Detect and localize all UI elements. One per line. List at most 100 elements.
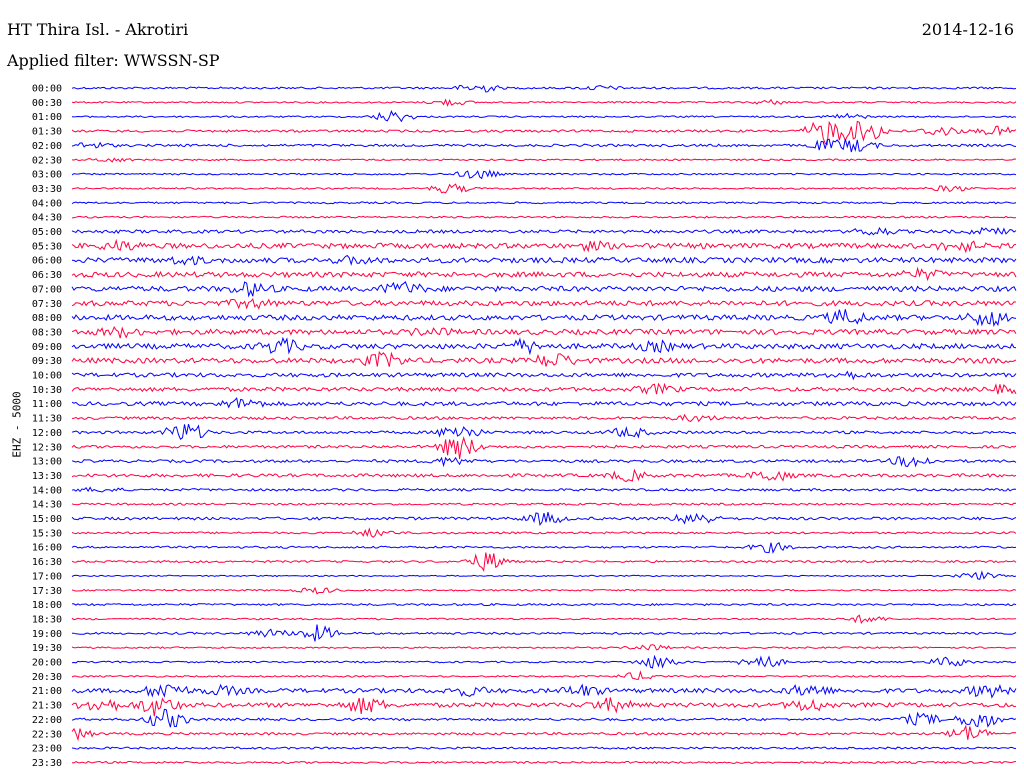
time-label: 03:30: [32, 184, 62, 195]
time-label: 18:30: [32, 614, 62, 625]
trace-2300: [71, 746, 1017, 750]
station-title: HT Thira Isl. - Akrotiri: [7, 20, 189, 39]
trace-1030: [71, 382, 1017, 395]
time-label: 06:00: [32, 256, 62, 267]
plot-date: 2014-12-16: [921, 20, 1014, 39]
trace-1200: [71, 424, 1017, 440]
time-label: 15:30: [32, 528, 62, 539]
time-label: 10:30: [32, 385, 62, 396]
trace-2130: [71, 697, 1017, 717]
trace-0300: [71, 169, 1017, 180]
trace-0030: [71, 98, 1017, 107]
time-label: 14:00: [32, 485, 62, 496]
trace-0730: [71, 298, 1017, 310]
trace-1130: [71, 413, 1017, 423]
time-label: 17:00: [32, 571, 62, 582]
trace-1900: [71, 624, 1017, 642]
time-label: 22:00: [32, 715, 62, 726]
time-label: 07:30: [32, 299, 62, 310]
trace-1700: [71, 570, 1017, 580]
time-label: 09:00: [32, 342, 62, 353]
trace-2000: [71, 654, 1017, 669]
time-label: 22:30: [32, 729, 62, 740]
time-label: 01:30: [32, 127, 62, 138]
trace-0400: [71, 201, 1017, 205]
time-label: 02:00: [32, 141, 62, 152]
time-label: 14:30: [32, 500, 62, 511]
trace-2030: [71, 670, 1017, 680]
trace-0630: [71, 266, 1017, 282]
trace-1300: [71, 456, 1017, 468]
trace-1330: [71, 468, 1017, 483]
time-label: 12:30: [32, 442, 62, 453]
trace-1730: [71, 586, 1017, 595]
filter-label: Applied filter: WWSSN-SP: [7, 51, 220, 70]
time-label: 16:30: [32, 557, 62, 568]
trace-1600: [71, 542, 1017, 555]
time-label: 15:00: [32, 514, 62, 525]
time-label: 12:00: [32, 428, 62, 439]
time-label: 08:00: [32, 313, 62, 324]
time-label: 19:00: [32, 629, 62, 640]
time-label: 02:30: [32, 155, 62, 166]
time-label: 19:30: [32, 643, 62, 654]
trace-0130: [71, 120, 1017, 146]
trace-1830: [71, 614, 1017, 624]
traces: [71, 84, 1017, 765]
trace-1230: [71, 436, 1017, 460]
time-label: 05:00: [32, 227, 62, 238]
time-label: 07:00: [32, 284, 62, 295]
trace-1400: [71, 486, 1017, 493]
time-label: 00:00: [32, 84, 62, 95]
trace-0430: [71, 215, 1017, 219]
trace-0800: [71, 309, 1017, 328]
trace-2230: [71, 724, 1017, 742]
trace-0000: [71, 84, 1017, 93]
time-label: 11:30: [32, 414, 62, 425]
time-label: 13:00: [32, 457, 62, 468]
trace-1930: [71, 644, 1017, 651]
time-label: 03:00: [32, 170, 62, 181]
trace-1500: [71, 511, 1017, 527]
time-label: 20:30: [32, 672, 62, 683]
time-label: 04:30: [32, 213, 62, 224]
time-label: 00:30: [32, 98, 62, 109]
trace-0200: [71, 138, 1017, 153]
time-label: 06:30: [32, 270, 62, 281]
trace-0230: [71, 157, 1017, 163]
trace-2200: [71, 708, 1017, 728]
time-label: 10:00: [32, 371, 62, 382]
time-label: 05:30: [32, 241, 62, 252]
time-label: 01:00: [32, 112, 62, 123]
trace-0100: [71, 110, 1017, 123]
time-label: 17:30: [32, 586, 62, 597]
trace-0700: [71, 281, 1017, 298]
time-label: 09:30: [32, 356, 62, 367]
trace-0500: [71, 226, 1017, 236]
time-label: 23:00: [32, 744, 62, 755]
time-label: 16:00: [32, 543, 62, 554]
trace-0930: [71, 350, 1017, 367]
time-label: 21:30: [32, 701, 62, 712]
time-label: 20:00: [32, 658, 62, 669]
time-label: 23:30: [32, 758, 62, 769]
trace-1430: [71, 502, 1017, 506]
trace-1530: [71, 527, 1017, 538]
time-label: 21:00: [32, 686, 62, 697]
trace-2330: [71, 760, 1017, 765]
trace-0830: [71, 326, 1017, 339]
trace-1000: [71, 370, 1017, 381]
trace-1800: [71, 603, 1017, 607]
time-label: 13:30: [32, 471, 62, 482]
time-label: 08:30: [32, 327, 62, 338]
trace-0900: [71, 336, 1017, 356]
trace-1100: [71, 397, 1017, 409]
trace-0530: [71, 238, 1017, 254]
trace-0600: [71, 254, 1017, 266]
time-labels: 00:00 00:30 01:00 01:30 02:00 02:30 03:00 03:30…: [32, 84, 62, 769]
trace-1630: [71, 552, 1017, 572]
trace-0330: [71, 183, 1017, 194]
trace-2100: [71, 683, 1017, 699]
time-label: 04:00: [32, 198, 62, 209]
